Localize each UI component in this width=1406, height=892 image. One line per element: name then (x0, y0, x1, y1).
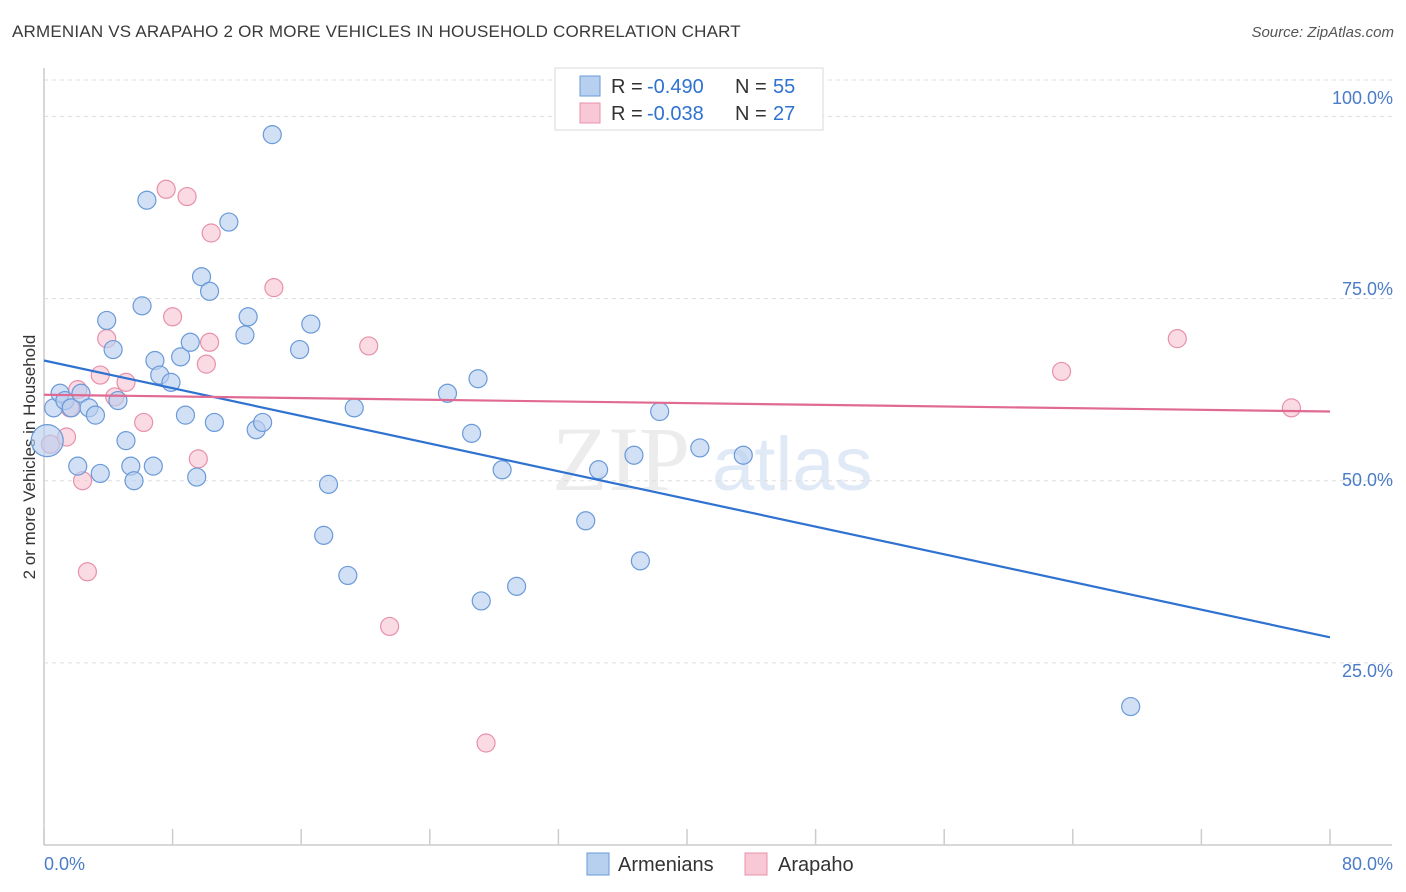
watermark-zip: ZIP (552, 408, 690, 510)
arapaho-point-18 (264, 278, 284, 298)
legend-swatch-armenians (586, 852, 610, 876)
watermark-atlas: atlas (712, 422, 873, 507)
armenians-point-16 (132, 296, 152, 316)
y-tick-label-100: 100.0% (1332, 88, 1393, 108)
armenians-point-52 (690, 438, 710, 458)
y-tick-labels: 100.0% 75.0% 50.0% 25.0% (1332, 88, 1393, 681)
arapaho-point-17 (201, 223, 221, 243)
x-axis-ticks (43, 829, 1331, 845)
arapaho-point-10 (134, 412, 154, 433)
arapaho-point-16 (199, 332, 220, 352)
legend-swatch-arapaho (744, 852, 768, 876)
stats-r-value-armenians: -0.490 (647, 76, 704, 98)
armenians-point-31 (238, 307, 258, 327)
arapaho-point-15 (196, 354, 216, 374)
stats-r-label-armenians: R = (611, 76, 643, 98)
stats-n-value-armenians: 55 (773, 76, 795, 98)
armenians-point-28 (204, 412, 224, 433)
armenians-point-35 (289, 339, 310, 360)
armenians-point-36 (301, 314, 321, 334)
arapaho-point-23 (1167, 329, 1187, 349)
armenians-point-47 (576, 511, 596, 531)
stats-r-label-arapaho: R = (611, 103, 643, 125)
y-tick-label-75: 75.0% (1342, 279, 1393, 299)
armenians-points (30, 125, 1141, 717)
armenians-point-48 (588, 460, 609, 480)
armenians-point-24 (180, 332, 200, 352)
arapaho-point-20 (380, 616, 400, 637)
armenians-point-38 (318, 474, 339, 494)
armenians-point-29 (219, 212, 239, 232)
armenians-point-51 (650, 401, 670, 422)
armenians-point-44 (471, 591, 491, 611)
x-tick-label-80: 80.0% (1342, 854, 1393, 874)
stats-n-label-armenians: N = (735, 76, 767, 98)
arapaho-point-11 (156, 179, 176, 199)
armenians-point-43 (468, 369, 488, 389)
stats-swatch-armenians (579, 75, 601, 97)
armenians-point-0 (30, 424, 64, 458)
y-tick-label-50: 50.0% (1342, 470, 1393, 490)
armenians-point-25 (187, 467, 207, 487)
armenians-point-8 (85, 405, 106, 425)
stats-legend-box: R = -0.490 N = 55 R = -0.038 N = 27 (554, 67, 824, 131)
armenians-point-39 (338, 565, 358, 586)
y-tick-label-25: 25.0% (1342, 661, 1393, 681)
stats-swatch-arapaho (579, 102, 601, 124)
stats-n-value-arapaho: 27 (773, 103, 795, 125)
arapaho-point-19 (359, 336, 379, 356)
armenians-point-18 (143, 456, 163, 476)
armenians-point-5 (68, 456, 88, 476)
source-credit: Source: ZipAtlas.com (1251, 24, 1394, 41)
armenians-point-40 (344, 398, 364, 418)
armenians-point-11 (103, 339, 123, 360)
arapaho-point-24 (1281, 398, 1302, 418)
armenians-point-49 (624, 445, 644, 465)
armenians-point-37 (314, 525, 334, 545)
armenians-point-50 (630, 551, 650, 571)
armenians-point-46 (507, 576, 527, 596)
armenians-point-41 (437, 383, 458, 403)
armenians-point-6 (71, 383, 91, 403)
arapaho-point-14 (188, 449, 208, 469)
x-tick-label-0: 0.0% (44, 854, 85, 874)
legend-label-arapaho: Arapaho (778, 854, 854, 876)
armenians-point-9 (90, 463, 110, 484)
armenians-point-12 (108, 390, 128, 411)
stats-r-value-arapaho: -0.038 (647, 103, 704, 125)
gridlines (44, 79, 1392, 664)
arapaho-point-21 (476, 733, 496, 753)
armenians-point-30 (235, 325, 255, 345)
armenians-point-27 (199, 281, 220, 301)
armenians-point-26 (191, 267, 212, 287)
arapaho-trend-line (43, 393, 1331, 413)
arapaho-point-12 (163, 307, 183, 327)
armenians-point-34 (262, 125, 282, 145)
series-legend: Armenians Arapaho (586, 852, 854, 876)
legend-label-armenians: Armenians (618, 854, 714, 876)
armenians-point-10 (97, 310, 117, 331)
armenians-point-42 (461, 423, 482, 443)
arapaho-point-22 (1051, 361, 1072, 382)
armenians-point-22 (171, 347, 191, 367)
y-axis-title: 2 or more Vehicles in Household (20, 335, 39, 580)
armenians-point-45 (492, 460, 512, 480)
chart-title: ARMENIAN VS ARAPAHO 2 OR MORE VEHICLES I… (12, 22, 741, 41)
armenians-point-33 (253, 412, 273, 433)
armenians-point-15 (124, 471, 144, 491)
armenians-point-13 (116, 431, 136, 451)
armenians-point-53 (733, 445, 753, 465)
armenians-point-23 (175, 405, 196, 425)
armenians-trend-line (43, 359, 1331, 639)
trend-lines (43, 359, 1331, 639)
arapaho-point-5 (77, 562, 98, 582)
armenians-point-54 (1121, 696, 1141, 717)
watermark: ZIP atlas (552, 408, 873, 510)
armenians-point-17 (137, 190, 157, 210)
arapaho-point-13 (177, 186, 197, 207)
stats-n-label-arapaho: N = (735, 103, 767, 125)
